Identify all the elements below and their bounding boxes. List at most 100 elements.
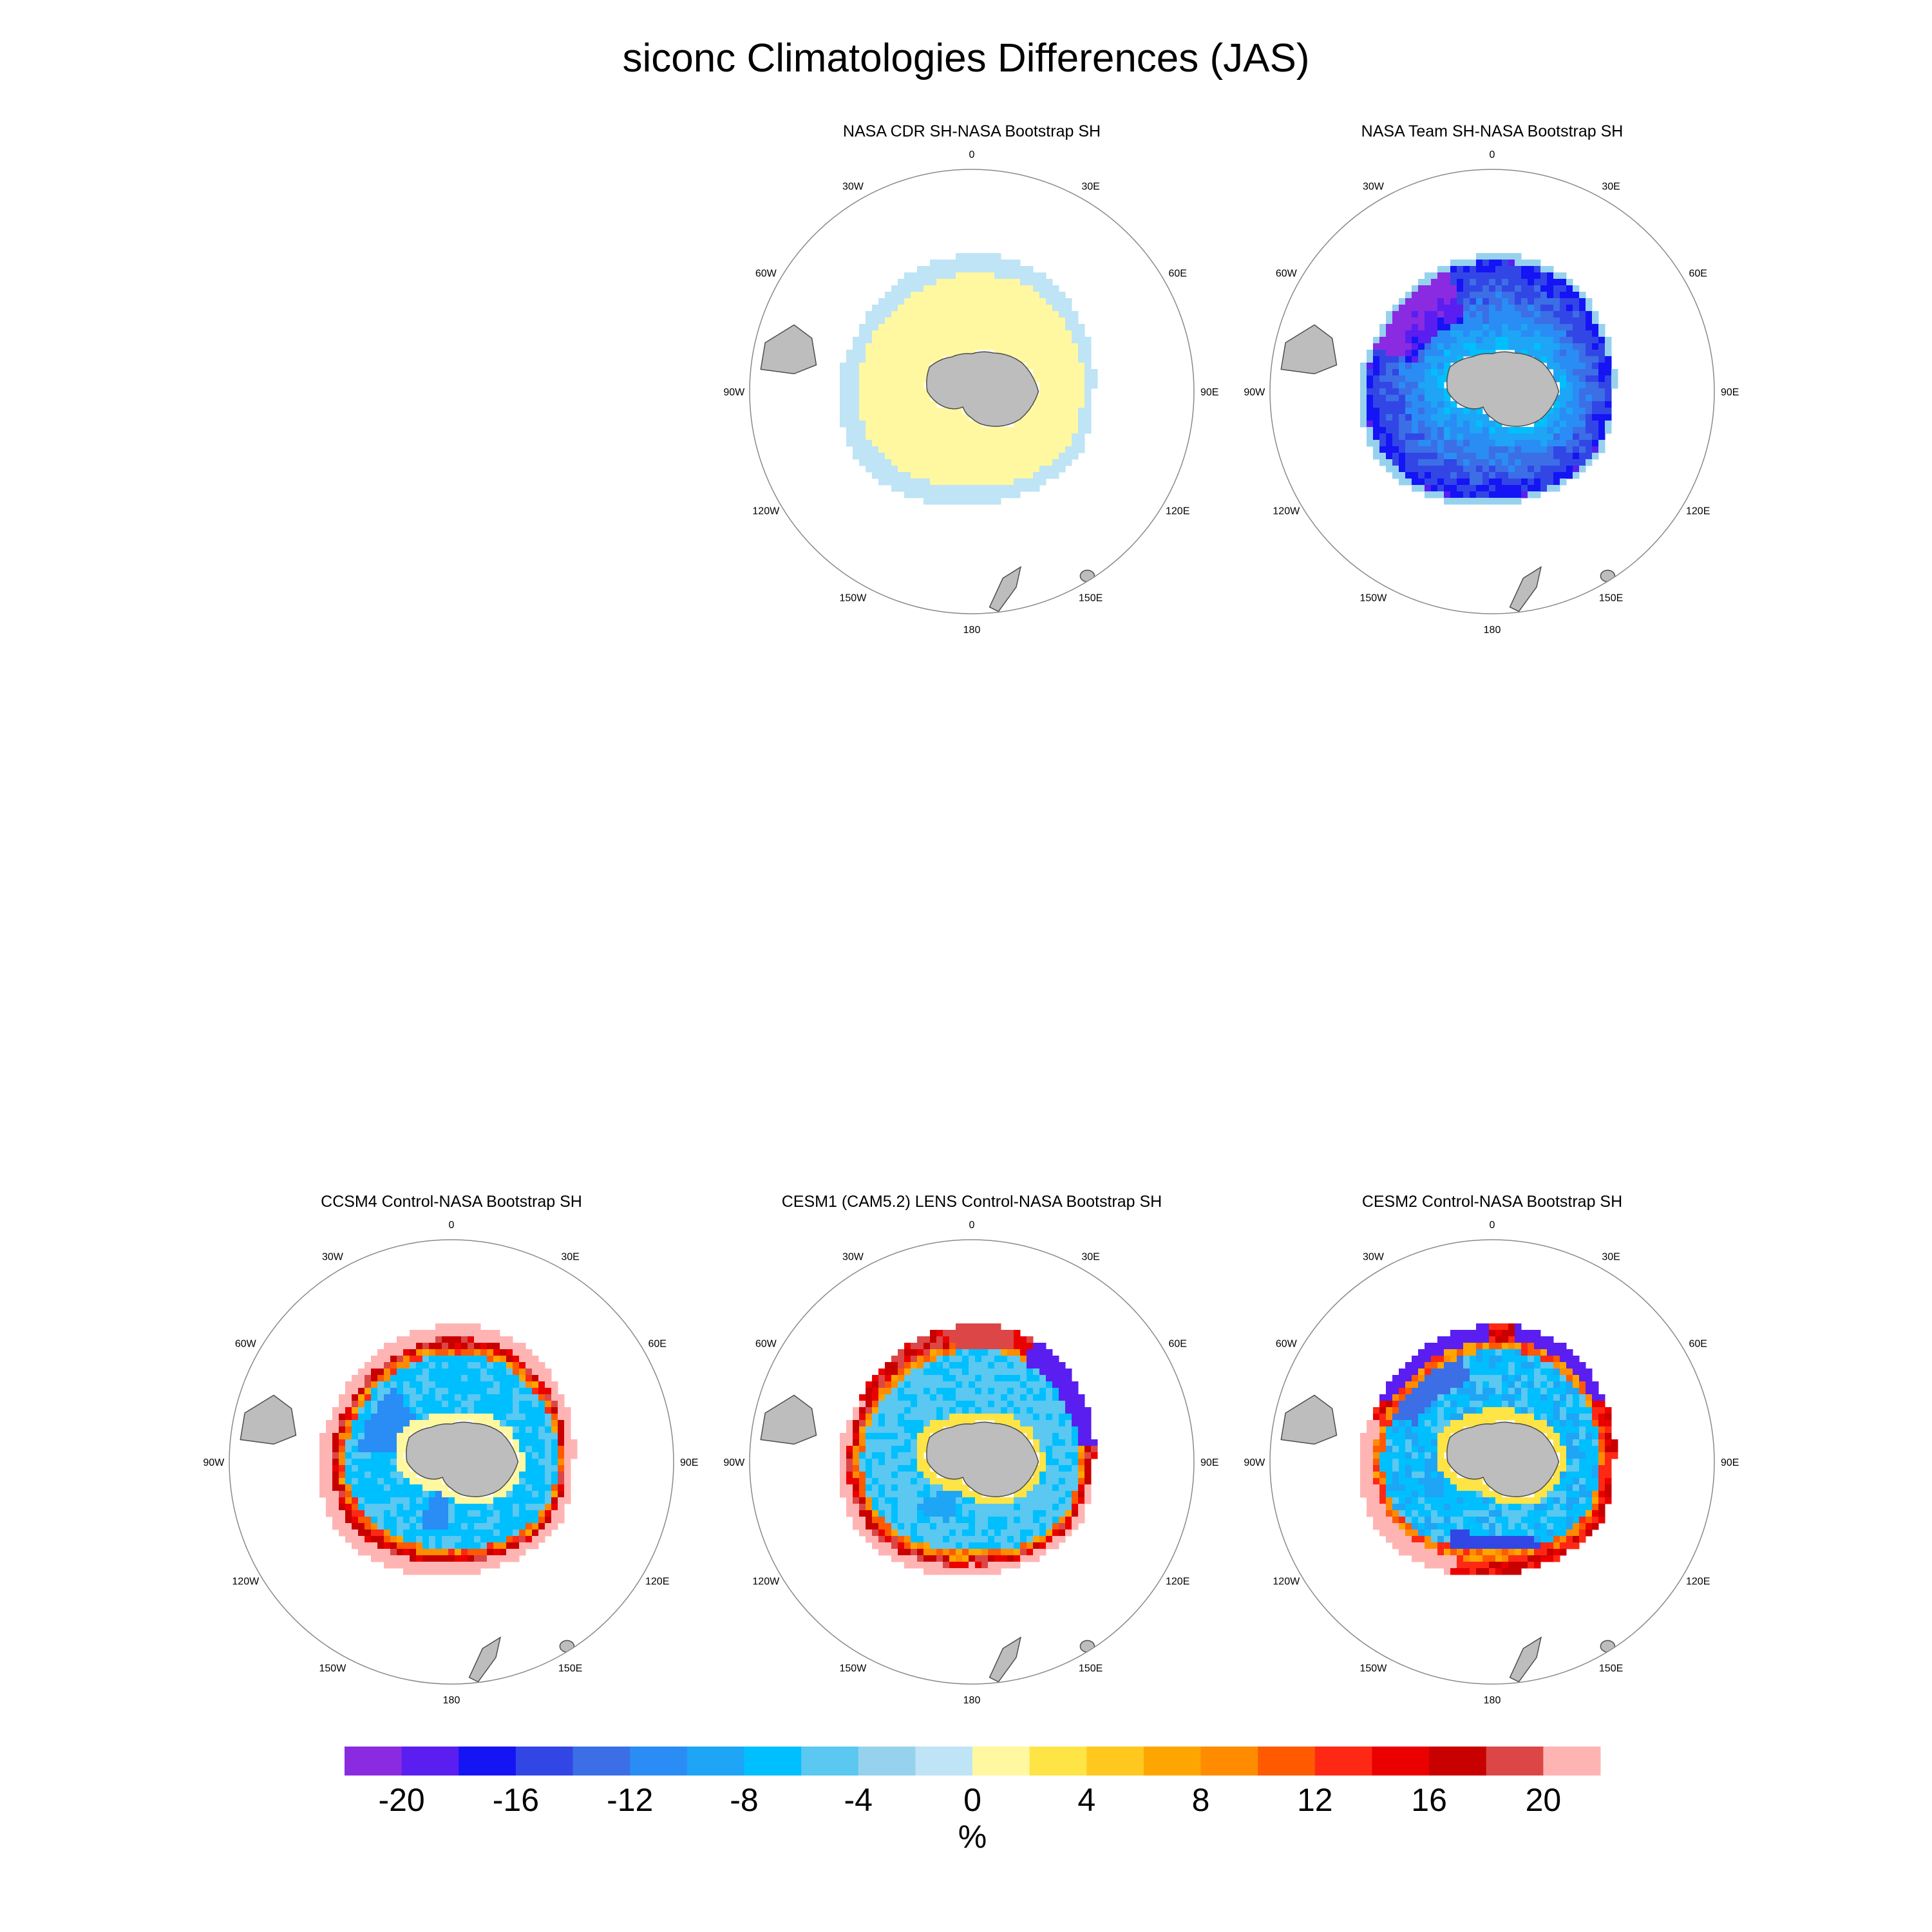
- grid-cell: [493, 1562, 500, 1569]
- grid-cell: [1059, 1452, 1066, 1459]
- grid-cell: [1553, 1407, 1560, 1414]
- grid-cell: [1515, 272, 1522, 279]
- grid-cell: [930, 1368, 937, 1376]
- grid-cell: [853, 382, 860, 389]
- grid-cell: [1547, 459, 1554, 466]
- grid-cell: [1489, 1336, 1496, 1343]
- grid-cell: [891, 1497, 898, 1504]
- grid-cell: [1027, 1375, 1034, 1382]
- grid-cell: [1431, 459, 1438, 466]
- grid-cell: [1059, 311, 1066, 318]
- grid-cell: [403, 1349, 410, 1356]
- grid-cell: [930, 1472, 937, 1479]
- grid-cell: [891, 1478, 898, 1485]
- longitude-label: 120W: [752, 506, 780, 517]
- grid-cell: [1078, 1465, 1085, 1472]
- grid-cell: [1553, 330, 1560, 337]
- grid-cell: [332, 1484, 339, 1492]
- grid-cell: [422, 1356, 430, 1363]
- grid-cell: [1007, 1349, 1014, 1356]
- grid-cell: [532, 1401, 539, 1408]
- grid-cell: [455, 1388, 462, 1395]
- grid-cell: [1059, 1478, 1066, 1485]
- grid-cell: [1534, 298, 1541, 305]
- grid-cell: [1014, 446, 1021, 453]
- grid-cell: [1020, 459, 1027, 466]
- grid-cell: [1065, 1375, 1072, 1382]
- grid-cell: [1579, 408, 1586, 415]
- grid-cell: [1425, 433, 1432, 440]
- grid-cell: [846, 1472, 853, 1479]
- grid-cell: [1412, 433, 1419, 440]
- grid-cell: [1482, 279, 1490, 286]
- grid-cell: [898, 311, 905, 318]
- grid-cell: [1560, 292, 1567, 299]
- grid-cell: [1450, 478, 1457, 486]
- grid-cell: [956, 330, 963, 337]
- grid-cell: [1373, 388, 1380, 395]
- grid-cell: [1534, 279, 1541, 286]
- grid-cell: [1078, 1517, 1085, 1524]
- grid-cell: [1431, 453, 1438, 460]
- grid-cell: [1450, 466, 1457, 473]
- grid-cell: [1476, 253, 1483, 260]
- grid-cell: [898, 472, 905, 479]
- grid-cell: [1027, 350, 1034, 357]
- grid-cell: [1399, 1452, 1406, 1459]
- grid-cell: [1027, 1504, 1034, 1511]
- grid-cell: [558, 1465, 565, 1472]
- grid-cell: [904, 369, 911, 376]
- grid-cell: [1560, 317, 1567, 325]
- grid-cell: [1007, 260, 1014, 267]
- grid-cell: [551, 1439, 558, 1446]
- grid-cell: [1392, 1452, 1399, 1459]
- grid-cell: [1566, 1420, 1573, 1427]
- grid-cell: [1476, 1323, 1483, 1331]
- grid-cell: [956, 446, 963, 453]
- grid-cell: [1001, 1330, 1008, 1337]
- grid-cell: [923, 472, 931, 479]
- grid-cell: [564, 1433, 571, 1440]
- grid-cell: [1001, 440, 1008, 447]
- grid-cell: [1014, 350, 1021, 357]
- grid-cell: [1027, 1368, 1034, 1376]
- grid-cell: [1412, 356, 1419, 363]
- grid-cell: [1489, 1362, 1496, 1369]
- grid-cell: [904, 1401, 911, 1408]
- grid-cell: [943, 1356, 950, 1363]
- grid-cell: [1386, 388, 1393, 395]
- grid-cell: [1078, 1446, 1085, 1453]
- grid-cell: [949, 459, 956, 466]
- grid-cell: [1437, 298, 1444, 305]
- grid-cell: [345, 1465, 352, 1472]
- grid-cell: [975, 1568, 982, 1575]
- grid-cell: [956, 1549, 963, 1556]
- grid-cell: [1052, 350, 1059, 357]
- grid-cell: [1592, 1439, 1599, 1446]
- grid-cell: [1418, 408, 1425, 415]
- grid-cell: [506, 1375, 513, 1382]
- grid-cell: [1521, 337, 1528, 344]
- grid-cell: [1540, 433, 1548, 440]
- grid-cell: [1528, 337, 1535, 344]
- grid-cell: [1482, 427, 1490, 434]
- grid-cell: [526, 1536, 533, 1543]
- grid-cell: [866, 401, 873, 408]
- grid-cell: [526, 1420, 533, 1427]
- grid-cell: [1566, 401, 1573, 408]
- grid-cell: [1020, 466, 1027, 473]
- grid-cell: [1521, 1343, 1528, 1350]
- grid-cell: [416, 1407, 423, 1414]
- grid-cell: [1592, 1407, 1599, 1414]
- grid-cell: [1553, 356, 1560, 363]
- grid-cell: [969, 343, 976, 350]
- grid-cell: [1566, 305, 1573, 312]
- grid-cell: [1007, 317, 1014, 325]
- grid-cell: [1392, 324, 1399, 331]
- grid-cell: [1386, 350, 1393, 357]
- grid-cell: [1386, 408, 1393, 415]
- grid-cell: [1418, 1368, 1425, 1376]
- grid-cell: [1444, 1414, 1451, 1421]
- grid-cell: [956, 1420, 963, 1427]
- panel-title: NASA CDR SH-NASA Bootstrap SH: [843, 122, 1101, 140]
